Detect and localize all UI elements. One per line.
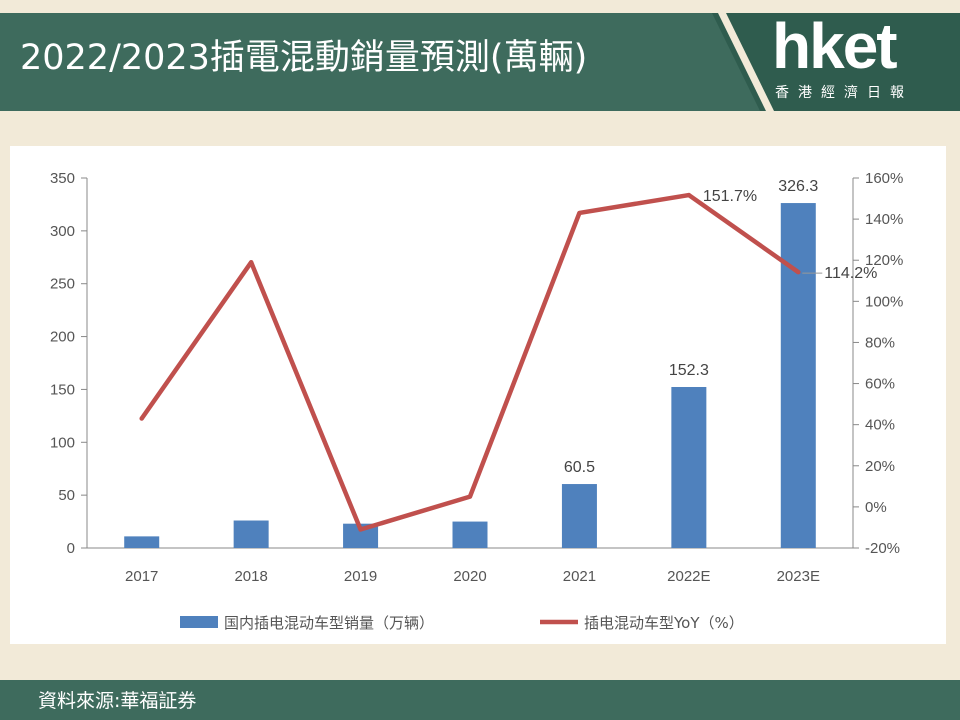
y-right-tick-label: 0%: [865, 499, 887, 516]
x-tick-label: 2017: [125, 568, 158, 585]
yoy-point-2018: [249, 260, 254, 265]
yoy-point-2022E: [686, 193, 691, 198]
y-left-tick-label: 200: [50, 329, 75, 346]
bar-2021: [561, 484, 597, 548]
y-left-tick-label: 50: [58, 487, 75, 504]
x-tick-label: 2018: [234, 568, 267, 585]
y-right-tick-label: 80%: [865, 334, 895, 351]
x-tick-label: 2020: [453, 568, 486, 585]
legend-label-line: 插电混动车型YoY（%）: [584, 614, 744, 632]
logo-subtitle: 香港經濟日報: [775, 85, 913, 101]
y-left-tick-label: 350: [50, 170, 75, 187]
y-left-tick-label: 250: [50, 276, 75, 293]
footer: 資料來源:華福証券: [0, 680, 960, 720]
yoy-point-2019: [358, 527, 363, 532]
chart-axes: 0 50 100 150 200 250 300 350 -20% 0% 20% 40% 60% 80% 1…: [50, 170, 903, 585]
data-labels: 60.5 152.3 326.3 151.7% 114.2%: [564, 178, 878, 476]
y-right-tick-label: 160%: [865, 170, 903, 187]
source-note: 資料來源:華福証券: [38, 690, 197, 712]
x-tick-label: 2022E: [667, 568, 710, 585]
x-tick-label: 2019: [344, 568, 377, 585]
bar-data-label: 60.5: [564, 459, 595, 476]
yoy-point-2017: [139, 416, 144, 421]
legend-swatch-bar: [180, 616, 218, 628]
y-right-tick-label: 40%: [865, 417, 895, 434]
y-left-tick-label: 150: [50, 381, 75, 398]
bar-2022E: [671, 386, 707, 548]
bar-data-label: 326.3: [778, 178, 818, 195]
yoy-point-2020: [468, 494, 472, 499]
chart-panel: 0 50 100 150 200 250 300 350 -20% 0% 20% 40% 60% 80% 1…: [10, 146, 946, 644]
y-right-tick-label: 140%: [865, 211, 903, 228]
hket-logo[interactable]: hket: [772, 10, 898, 82]
legend: 国内插电混动车型销量（万辆） 插电混动车型YoY（%）: [180, 614, 744, 632]
y-right-tick-label: 20%: [865, 458, 895, 475]
x-tick-label: 2023E: [777, 568, 820, 585]
y-left-tick-label: 0: [67, 540, 75, 557]
bar-2023E: [780, 203, 816, 548]
page-title: 2022/2023插電混動銷量預測(萬輛): [20, 38, 588, 78]
y-right-tick-label: -20%: [865, 540, 900, 557]
x-tick-label: 2021: [563, 568, 596, 585]
bar-series: [124, 203, 816, 548]
bar-2018: [233, 520, 269, 548]
line-series: [139, 192, 801, 532]
y-left-tick-label: 300: [50, 223, 75, 240]
bar-data-label: 152.3: [669, 362, 709, 379]
y-right-tick-label: 60%: [865, 376, 895, 393]
yoy-point-2023E: [796, 270, 801, 275]
y-left-tick-label: 100: [50, 434, 75, 451]
header: 2022/2023插電混動銷量預測(萬輛) hket 香港經濟日報: [0, 0, 960, 112]
yoy-data-label: 151.7%: [703, 188, 757, 205]
logo-badge: [712, 13, 960, 111]
bar-2017: [124, 536, 160, 548]
combo-chart: 0 50 100 150 200 250 300 350 -20% 0% 20% 40% 60% 80% 1…: [50, 170, 903, 632]
yoy-data-label: 114.2%: [824, 265, 877, 282]
y-right-tick-label: 100%: [865, 293, 903, 310]
y-right-tick-label: 120%: [865, 252, 903, 269]
bar-2020: [452, 521, 488, 548]
yoy-point-2021: [577, 210, 582, 215]
legend-label-bar: 国内插电混动车型销量（万辆）: [224, 614, 434, 632]
